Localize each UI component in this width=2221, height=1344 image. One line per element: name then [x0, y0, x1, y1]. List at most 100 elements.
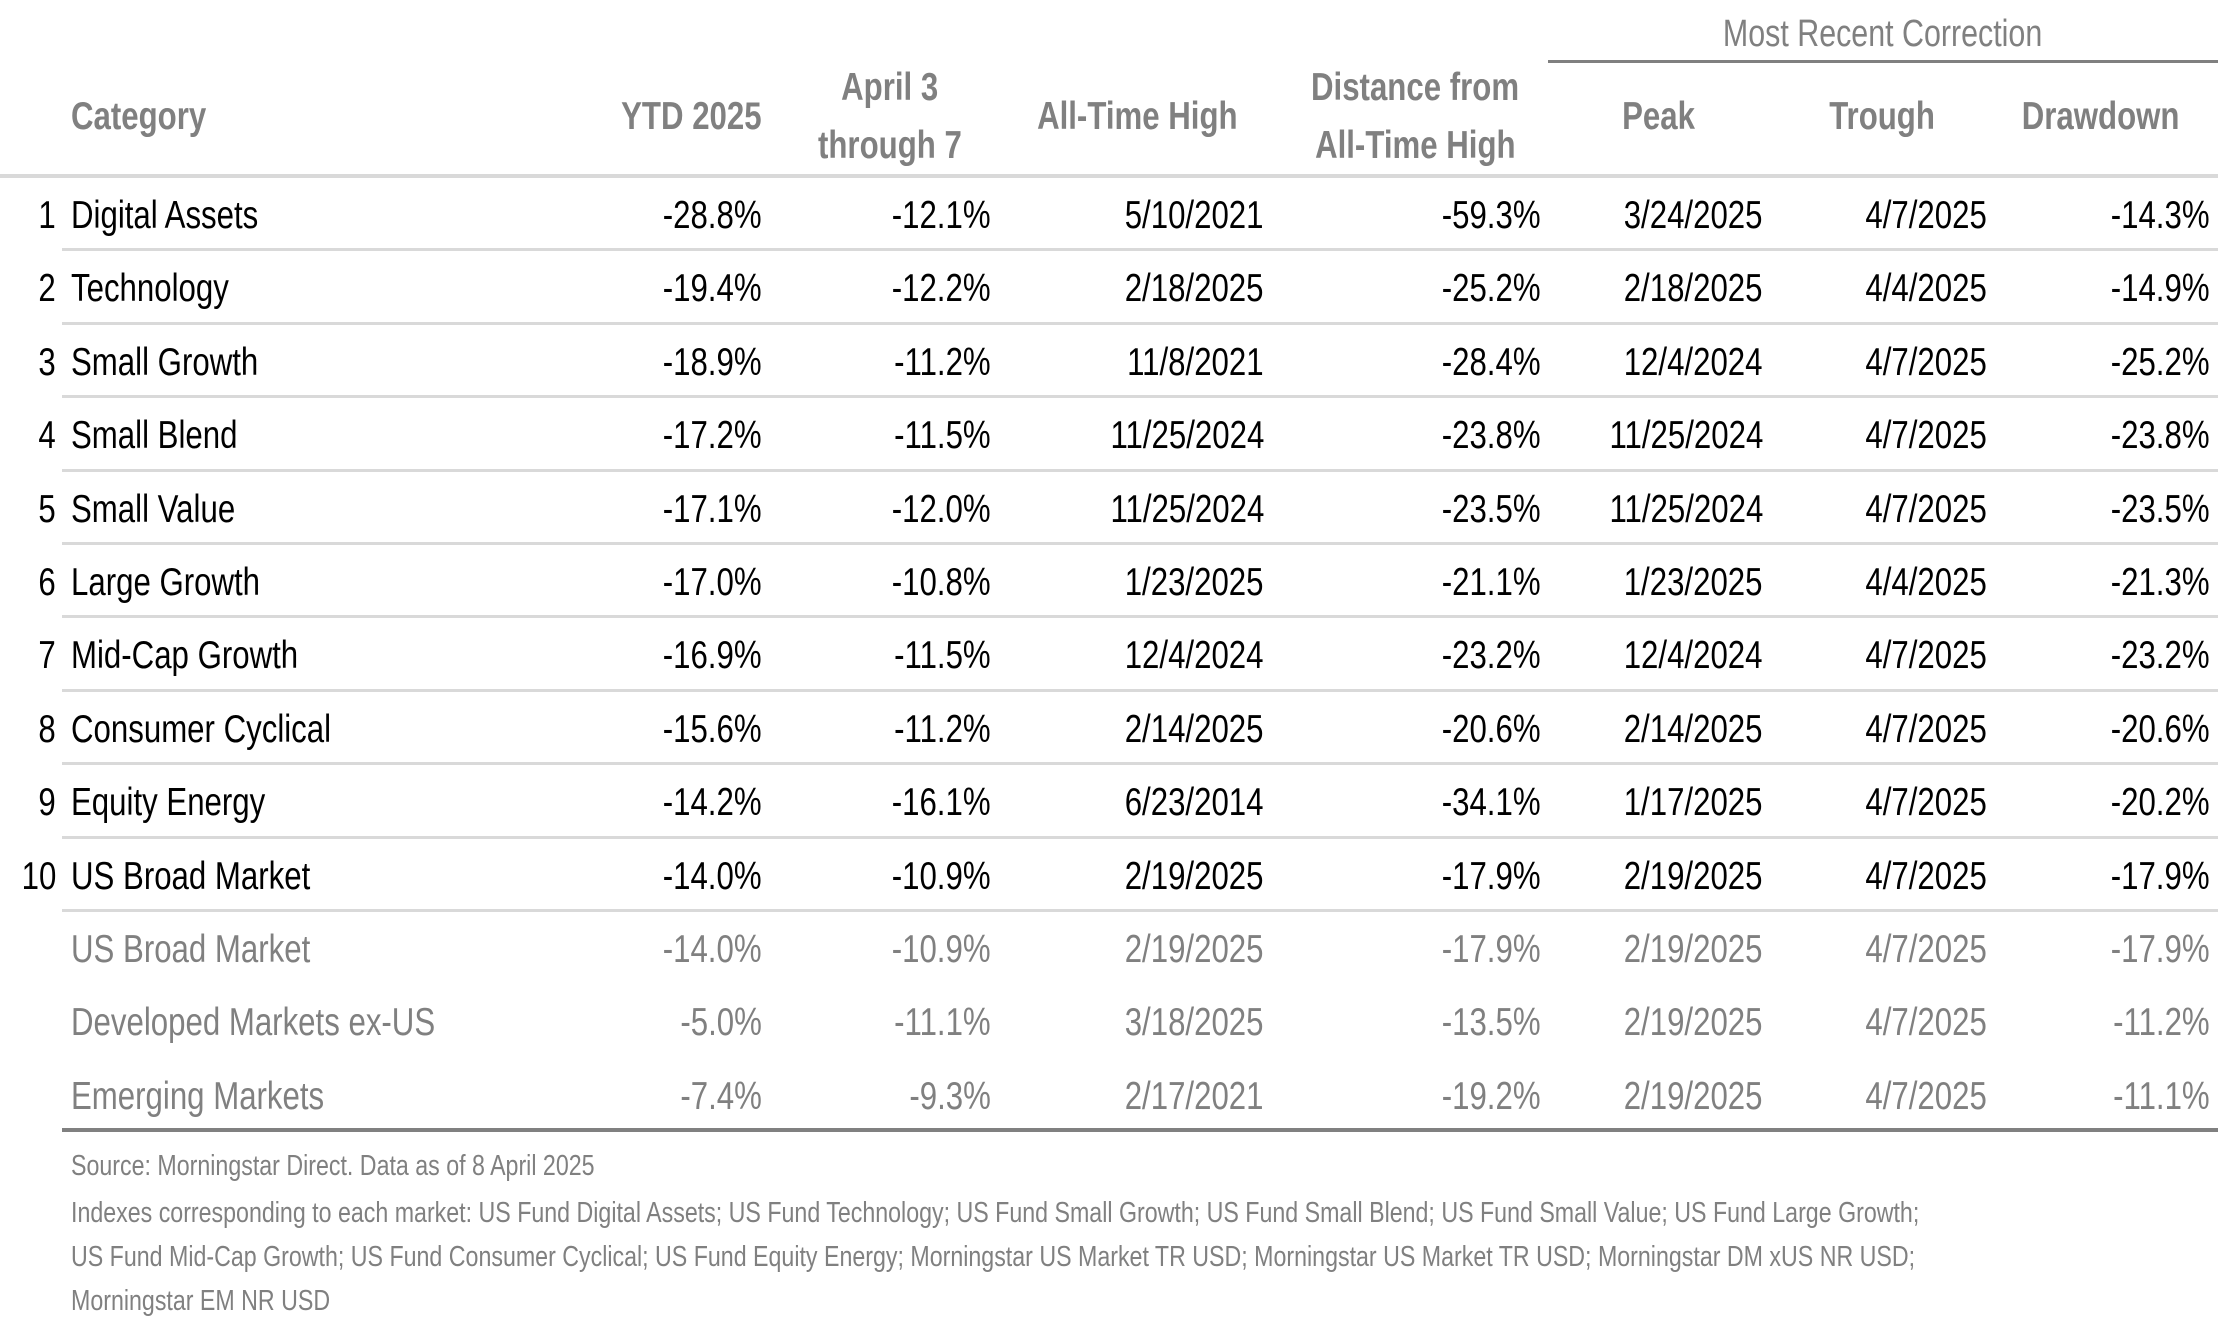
cell-ytd: -14.0%	[560, 839, 762, 912]
cell-apr: -11.5%	[770, 398, 991, 471]
dist-value: -34.1%	[1442, 781, 1541, 825]
rank-cell: 9	[0, 765, 56, 838]
category-value: Mid-Cap Growth	[71, 634, 299, 678]
cell-dist: -19.2%	[1270, 1059, 1541, 1132]
peak-value: 11/25/2024	[1609, 414, 1763, 458]
column-header-dist[interactable]: Distance from All-Time High	[1270, 60, 1560, 174]
ytd-value: -14.2%	[663, 781, 762, 825]
cell-dist: -23.8%	[1270, 398, 1541, 471]
category-value: Digital Assets	[71, 194, 259, 237]
dist-value: -23.8%	[1442, 414, 1541, 458]
cell-ath: 1/23/2025	[1000, 545, 1264, 618]
ath-value: 11/25/2024	[1110, 414, 1264, 458]
cell-peak: 12/4/2024	[1548, 325, 1763, 398]
cell-dd: -17.9%	[1995, 912, 2210, 985]
cell-ath: 11/25/2024	[1000, 398, 1264, 471]
column-header-dd[interactable]: Drawdown	[1990, 60, 2212, 174]
column-header-apr[interactable]: April 3 through 7	[770, 60, 1010, 174]
cell-apr: -10.9%	[770, 839, 991, 912]
dd-value: -17.9%	[2111, 854, 2210, 898]
cell-category: Small Value	[71, 472, 551, 545]
cell-peak: 1/17/2025	[1548, 765, 1763, 838]
peak-value: 12/4/2024	[1624, 340, 1763, 384]
peak-value: 2/19/2025	[1624, 854, 1763, 898]
cell-ath: 2/19/2025	[1000, 839, 1264, 912]
column-header-line: All-Time High	[1037, 95, 1238, 138]
cell-peak: 2/19/2025	[1548, 985, 1763, 1058]
cell-ath: 5/10/2021	[1000, 178, 1264, 251]
table-row: 1 Digital Assets -28.8% -12.1% 5/10/2021 -59.…	[0, 178, 2218, 252]
ytd-value: -5.0%	[680, 1001, 762, 1045]
ath-value: 2/14/2025	[1125, 707, 1264, 751]
cell-ytd: -18.9%	[560, 325, 762, 398]
cell-apr: -12.2%	[770, 251, 991, 324]
column-header-trough[interactable]: Trough	[1770, 60, 1995, 174]
apr-value: -12.1%	[892, 194, 991, 237]
cell-apr: -16.1%	[770, 765, 991, 838]
trough-value: 4/7/2025	[1865, 634, 1987, 678]
indexes-note-line: US Fund Mid-Cap Growth; US Fund Consumer…	[71, 1241, 1916, 1273]
cell-trough: 4/7/2025	[1770, 472, 1987, 545]
column-header-line: Distance from	[1310, 66, 1520, 109]
dd-value: -11.2%	[2113, 1001, 2210, 1045]
column-header-peak[interactable]: Peak	[1548, 60, 1770, 174]
rank-number: 7	[38, 634, 56, 678]
cell-peak: 2/19/2025	[1548, 912, 1763, 985]
rank-number: 10	[21, 854, 56, 898]
dd-value: -14.9%	[2111, 267, 2210, 311]
column-header-ath[interactable]: All-Time High	[1005, 60, 1270, 174]
trough-value: 4/7/2025	[1865, 340, 1987, 384]
cell-dist: -28.4%	[1270, 325, 1541, 398]
apr-value: -11.5%	[894, 634, 991, 678]
cell-apr: -12.1%	[770, 178, 991, 251]
peak-value: 2/14/2025	[1624, 707, 1763, 751]
ytd-value: -16.9%	[663, 634, 762, 678]
category-value: Developed Markets ex-US	[71, 1001, 436, 1045]
dd-value: -23.8%	[2111, 414, 2210, 458]
dist-value: -21.1%	[1442, 560, 1541, 604]
dd-value: -25.2%	[2111, 340, 2210, 384]
cell-apr: -10.9%	[770, 912, 991, 985]
column-header-line: Drawdown	[2022, 95, 2180, 138]
column-header-line: through 7	[818, 124, 962, 167]
category-value: Emerging Markets	[71, 1074, 325, 1118]
dd-value: -20.2%	[2111, 781, 2210, 825]
trough-value: 4/7/2025	[1865, 707, 1987, 751]
trough-value: 4/7/2025	[1865, 781, 1987, 825]
cell-dd: -11.1%	[1995, 1059, 2210, 1132]
cell-trough: 4/7/2025	[1770, 692, 1987, 765]
dd-value: -23.5%	[2111, 487, 2210, 531]
peak-value: 2/18/2025	[1624, 267, 1763, 311]
apr-value: -10.9%	[892, 927, 991, 971]
dist-value: -13.5%	[1442, 1001, 1541, 1045]
column-header-category[interactable]: Category	[71, 60, 371, 174]
cell-dist: -23.2%	[1270, 618, 1541, 691]
cell-peak: 2/14/2025	[1548, 692, 1763, 765]
trough-value: 4/7/2025	[1865, 414, 1987, 458]
cell-peak: 12/4/2024	[1548, 618, 1763, 691]
table-row: 6 Large Growth -17.0% -10.8% 1/23/2025 -21.1%…	[0, 545, 2218, 619]
ath-value: 2/19/2025	[1125, 927, 1264, 971]
column-header-ytd[interactable]: YTD 2025	[520, 60, 762, 174]
ytd-value: -28.8%	[663, 194, 762, 237]
benchmark-row: US Broad Market -14.0% -10.9% 2/19/2025 -17.…	[0, 912, 2218, 985]
table-row: 5 Small Value -17.1% -12.0% 11/25/2024 -23.5%…	[0, 472, 2218, 546]
peak-value: 12/4/2024	[1624, 634, 1763, 678]
trough-value: 4/4/2025	[1865, 267, 1987, 311]
cell-ath: 6/23/2014	[1000, 765, 1264, 838]
cell-trough: 4/7/2025	[1770, 398, 1987, 471]
cell-dd: -14.9%	[1995, 251, 2210, 324]
most-recent-correction-group-header: Most Recent Correction	[1548, 8, 2218, 63]
peak-value: 11/25/2024	[1609, 487, 1763, 531]
rank-number: 3	[38, 340, 56, 384]
cell-dd: -23.8%	[1995, 398, 2210, 471]
cell-trough: 4/4/2025	[1770, 545, 1987, 618]
cell-dd: -17.9%	[1995, 839, 2210, 912]
cell-dist: -34.1%	[1270, 765, 1541, 838]
rank-cell: 8	[0, 692, 56, 765]
cell-trough: 4/7/2025	[1770, 985, 1987, 1058]
dist-value: -23.5%	[1442, 487, 1541, 531]
benchmark-row: Emerging Markets -7.4% -9.3% 2/17/2021 -19.2…	[0, 1059, 2218, 1133]
ytd-value: -14.0%	[663, 854, 762, 898]
dd-value: -21.3%	[2111, 560, 2210, 604]
